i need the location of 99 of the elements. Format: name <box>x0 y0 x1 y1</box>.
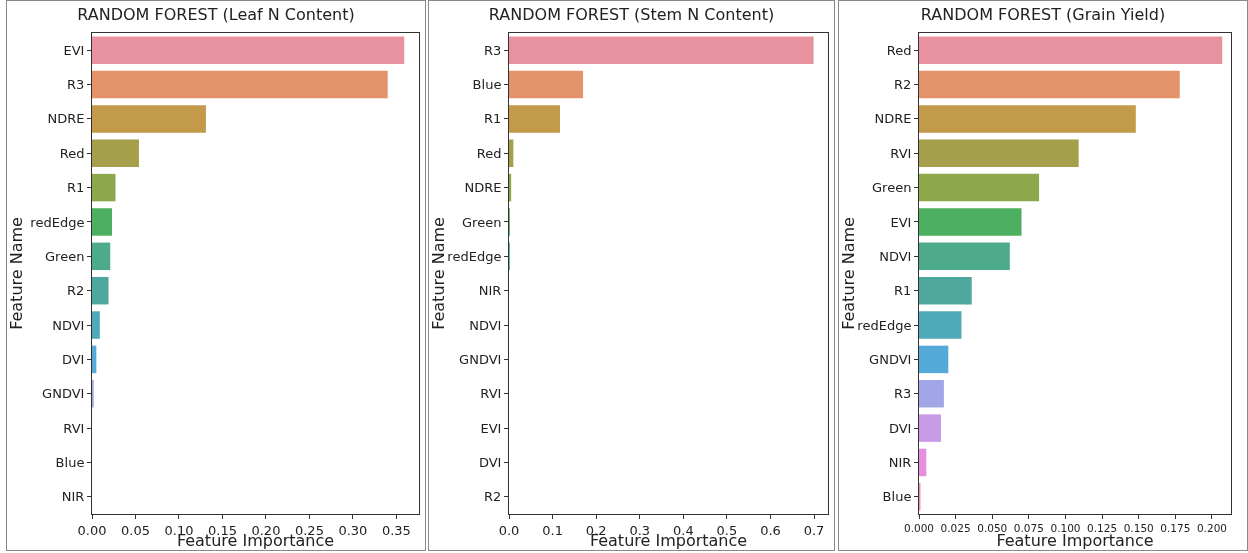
y-axis-title: Feature Name <box>429 217 448 330</box>
y-tick-label: NIR <box>61 489 85 505</box>
y-tick-label: Green <box>45 248 85 264</box>
y-tick-label: Blue <box>882 489 912 505</box>
y-axis-title: Feature Name <box>839 217 858 330</box>
bar <box>919 139 1079 167</box>
bar <box>509 36 814 64</box>
x-tick-label: 0.05 <box>121 522 150 538</box>
y-tick-label: GNDVI <box>869 351 912 367</box>
bar <box>919 276 972 305</box>
x-tick-label: 0.050 <box>977 521 1008 534</box>
y-tick-label: DVI <box>61 351 85 367</box>
y-tick-label: redEdge <box>447 248 502 264</box>
x-tick-label: 0.25 <box>294 522 324 538</box>
y-tick-label: R3 <box>484 42 502 58</box>
y-tick-label: RVI <box>63 420 85 436</box>
y-tick-label: redEdge <box>857 317 912 333</box>
y-tick-label: RVI <box>480 386 502 402</box>
x-tick-label: 0.0 <box>498 522 520 538</box>
bar <box>919 380 944 408</box>
y-tick-label: R2 <box>894 77 912 93</box>
y-tick-label: R3 <box>894 386 912 402</box>
chart-title: RANDOM FOREST (Grain Yield) <box>920 5 1166 25</box>
x-axis-title: Feature Importance <box>996 531 1154 550</box>
bar <box>919 36 1223 64</box>
bar <box>92 105 206 133</box>
bar <box>92 242 111 271</box>
bar <box>92 139 139 167</box>
y-tick-label: NDRE <box>47 111 85 127</box>
bar <box>919 414 941 442</box>
y-tick-label: Blue <box>472 77 502 93</box>
y-tick-label: R1 <box>484 111 502 127</box>
y-tick-label: EVI <box>890 214 912 230</box>
y-tick-label: R3 <box>67 77 85 93</box>
y-axis-title: Feature Name <box>7 217 26 330</box>
bar <box>919 173 1040 202</box>
x-tick-label: 0.075 <box>1013 521 1044 534</box>
y-tick-label: NIR <box>888 455 912 471</box>
bar <box>919 70 1180 99</box>
bar <box>92 36 405 64</box>
chart-title: RANDOM FOREST (Leaf N Content) <box>77 5 355 25</box>
y-tick-label: Blue <box>55 455 85 471</box>
y-tick-label: EVI <box>63 42 85 58</box>
y-tick-label: redEdge <box>30 214 85 230</box>
bar <box>919 105 1136 133</box>
x-tick-label: 0.100 <box>1050 521 1081 534</box>
y-tick-label: R2 <box>484 489 502 505</box>
x-tick-label: 0.200 <box>1196 521 1227 534</box>
y-tick-label: NDVI <box>52 317 85 333</box>
bar <box>509 173 512 202</box>
x-tick-label: 0.6 <box>760 522 781 538</box>
y-tick-label: Red <box>476 145 502 161</box>
y-tick-label: DVI <box>478 455 502 471</box>
x-tick-label: 0.125 <box>1087 521 1118 534</box>
y-tick-label: R1 <box>67 180 85 196</box>
y-tick-label: R2 <box>67 283 85 299</box>
x-tick-label: 0.175 <box>1160 521 1191 534</box>
x-tick-label: 0.3 <box>629 522 651 538</box>
bar <box>919 345 949 374</box>
y-tick-label: NDVI <box>879 248 912 264</box>
y-tick-label: R1 <box>894 283 912 299</box>
x-tick-label: 0.30 <box>338 522 368 538</box>
y-tick-label: Green <box>462 214 502 230</box>
y-tick-label: GNDVI <box>42 386 85 402</box>
bar <box>92 276 109 305</box>
bar <box>919 242 1010 271</box>
y-tick-label: NDVI <box>469 317 502 333</box>
bar <box>919 208 1022 236</box>
chart-title: RANDOM FOREST (Stem N Content) <box>488 5 775 25</box>
x-tick-label: 0.000 <box>903 521 935 534</box>
y-tick-label: Red <box>886 42 912 58</box>
x-tick-label: 0.150 <box>1123 521 1154 534</box>
x-tick-label: 0.4 <box>672 522 694 538</box>
y-tick-label: RVI <box>890 145 912 161</box>
x-tick-label: 0.1 <box>542 522 563 538</box>
y-tick-label: NDRE <box>464 180 502 196</box>
x-tick-label: 0.7 <box>803 522 825 538</box>
bar <box>509 70 584 99</box>
x-tick-label: 0.35 <box>381 522 411 538</box>
x-tick-label: 0.025 <box>940 521 971 534</box>
bar <box>919 448 927 477</box>
y-tick-label: Red <box>59 145 85 161</box>
bar <box>92 70 388 99</box>
bar <box>92 173 116 202</box>
bar <box>92 208 112 236</box>
bar <box>92 345 97 374</box>
x-tick-label: 0.20 <box>251 522 281 538</box>
bar <box>509 139 514 167</box>
bar <box>919 311 962 339</box>
y-tick-label: DVI <box>888 420 912 436</box>
y-tick-label: Green <box>872 180 912 196</box>
y-tick-label: EVI <box>480 420 502 436</box>
y-tick-label: NIR <box>478 283 502 299</box>
bar <box>509 105 560 133</box>
y-tick-label: NDRE <box>874 111 912 127</box>
x-tick-label: 0.00 <box>77 522 107 538</box>
bar <box>92 311 100 339</box>
y-tick-label: GNDVI <box>459 351 502 367</box>
x-tick-label: 0.5 <box>716 522 738 538</box>
